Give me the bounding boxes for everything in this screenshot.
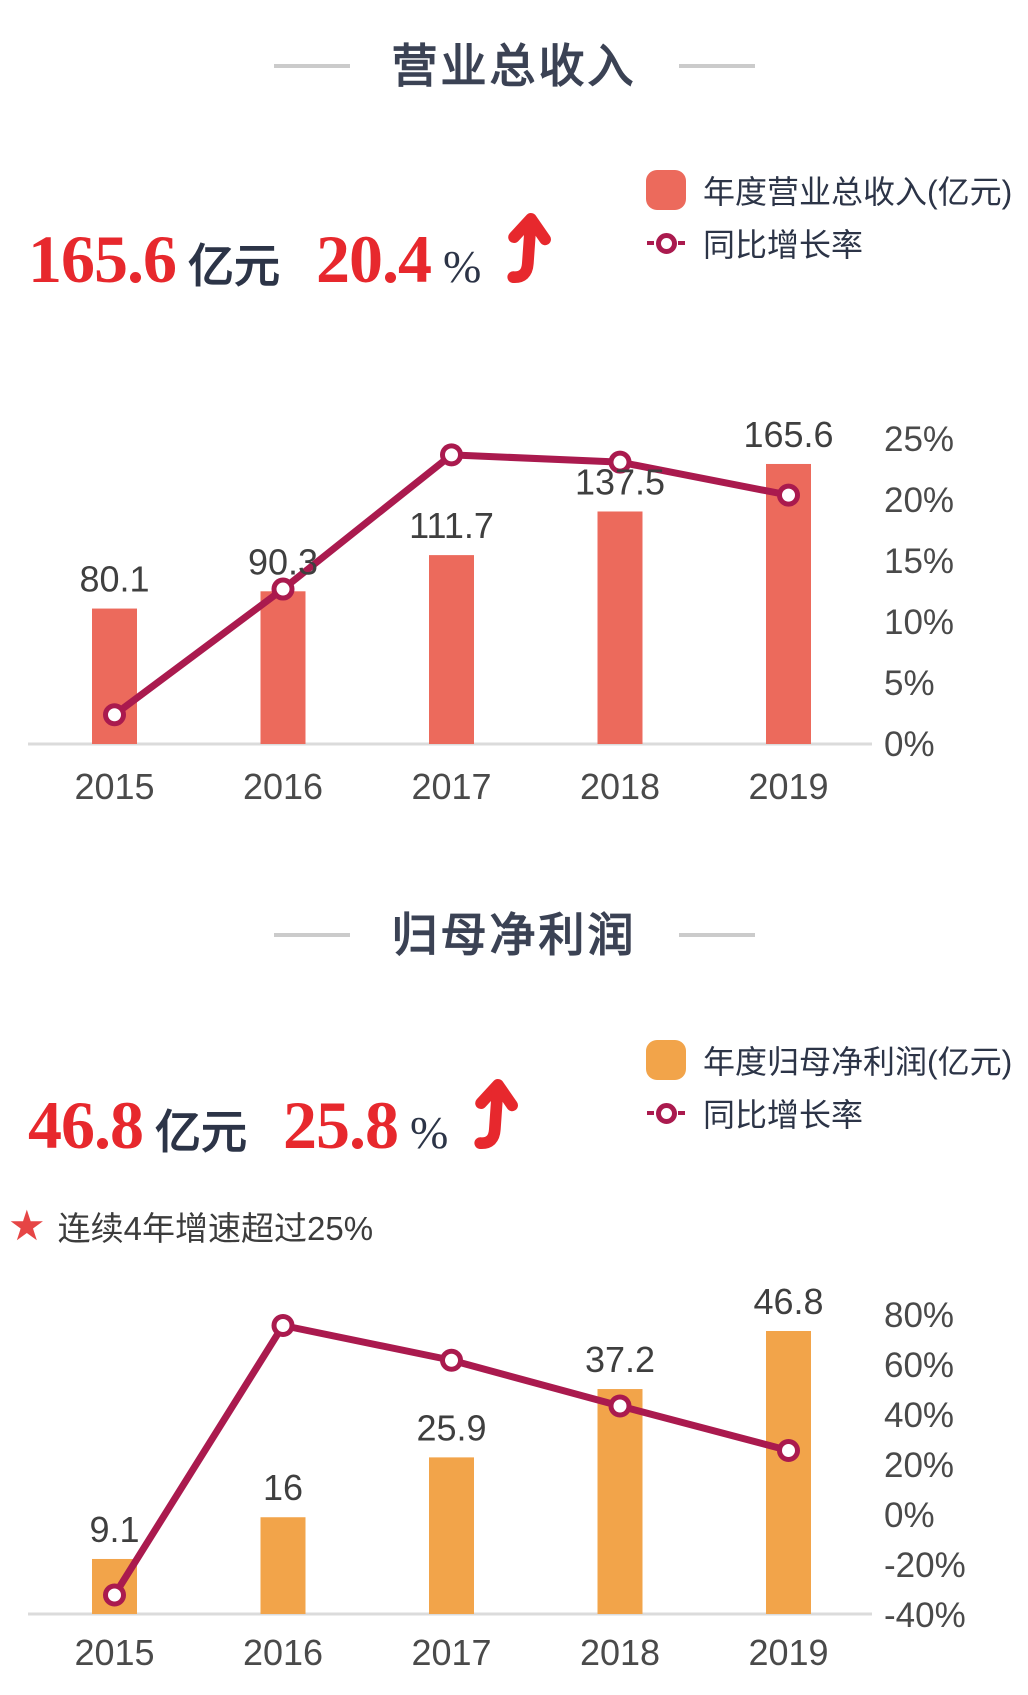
bar xyxy=(766,1331,811,1614)
bar xyxy=(597,511,643,744)
legend-label: 同比增长率 xyxy=(703,1097,864,1133)
title-dash-right xyxy=(678,64,755,68)
bar-value-label: 37.2 xyxy=(585,1339,655,1380)
profit-growth-value: 25.8 xyxy=(283,1087,399,1163)
profit-chart: 2015 2016 2017 2018 2019 80% 60% 40% 20% 0% -20% -4… xyxy=(28,1281,966,1673)
profit-stat-row: 46.8 亿元 25.8 % xyxy=(28,1074,520,1162)
right-axis-tick: 20% xyxy=(884,481,954,520)
bar xyxy=(429,555,474,744)
x-axis-label: 2017 xyxy=(411,766,491,807)
bar xyxy=(260,1517,306,1614)
x-axis-label: 2019 xyxy=(748,1632,828,1673)
bar-swatch-icon xyxy=(646,170,686,210)
revenue-stat-row: 165.6 亿元 20.4 % xyxy=(28,208,553,296)
star-icon: ★ xyxy=(8,1202,46,1249)
bar-value-label: 46.8 xyxy=(753,1281,823,1322)
profit-legend: 年度归母净利润(亿元) 同比增长率 xyxy=(646,1040,1012,1146)
legend-item-growth-line: 同比增长率 xyxy=(646,1093,1012,1133)
right-axis-tick: 0% xyxy=(884,1496,935,1535)
legend-item-revenue-bar: 年度营业总收入(亿元) xyxy=(646,170,1012,210)
bar-value-label: 80.1 xyxy=(79,559,149,600)
title-dash-left xyxy=(273,933,350,937)
x-axis-label: 2015 xyxy=(74,766,154,807)
right-axis-tick: 0% xyxy=(884,725,935,764)
right-axis-tick: 20% xyxy=(884,1446,954,1485)
bar-value-label: 90.3 xyxy=(248,541,318,582)
right-axis-tick: 15% xyxy=(884,542,954,581)
growth-rate-marker xyxy=(608,1394,632,1418)
highlight-note: ★ 连续4年增速超过25% xyxy=(8,1202,373,1250)
bar-value-label: 165.6 xyxy=(743,414,833,455)
legend-label: 年度营业总收入(亿元) xyxy=(703,174,1013,210)
right-axis-tick: 25% xyxy=(884,420,954,459)
legend-item-profit-bar: 年度归母净利润(亿元) xyxy=(646,1040,1012,1080)
line-marker-icon xyxy=(646,225,686,261)
up-arrow-icon xyxy=(507,212,552,283)
line-marker-icon xyxy=(646,1095,686,1131)
growth-rate-marker xyxy=(440,1348,463,1372)
right-axis-tick: 80% xyxy=(884,1296,954,1335)
bar xyxy=(260,591,306,744)
profit-growth-unit: % xyxy=(410,1107,449,1158)
up-arrow-icon xyxy=(474,1078,519,1149)
legend-item-growth-line: 同比增长率 xyxy=(646,223,1012,263)
growth-rate-marker xyxy=(271,1314,295,1337)
x-axis-label: 2019 xyxy=(748,766,828,807)
revenue-growth-value: 20.4 xyxy=(316,221,432,297)
growth-rate-marker xyxy=(777,483,800,507)
section2-title-row: 归母净利润 xyxy=(0,905,1028,965)
revenue-growth-unit: % xyxy=(443,241,482,292)
right-axis-tick: -20% xyxy=(884,1546,966,1585)
growth-rate-marker xyxy=(103,703,126,727)
section1-title: 营业总收入 xyxy=(391,40,637,92)
bar xyxy=(429,1457,474,1614)
x-axis-label: 2015 xyxy=(74,1632,154,1673)
revenue-chart: 2015 2016 2017 2018 2019 25% 20% 15% 10% 5% 0% 80.1… xyxy=(28,414,954,807)
bar-value-label: 25.9 xyxy=(416,1407,486,1448)
bar xyxy=(766,463,811,744)
right-axis-tick: -40% xyxy=(884,1596,966,1635)
right-axis-tick: 60% xyxy=(884,1346,954,1385)
bar-value-label: 111.7 xyxy=(409,505,494,546)
right-axis-tick: 40% xyxy=(884,1396,954,1435)
right-axis-tick: 5% xyxy=(884,664,935,703)
bar-swatch-icon xyxy=(646,1040,686,1080)
note-text: 连续4年增速超过25% xyxy=(57,1210,374,1247)
x-axis-label: 2018 xyxy=(580,1632,660,1673)
bar xyxy=(597,1389,643,1614)
growth-rate-marker xyxy=(608,450,632,474)
right-axis-tick: 10% xyxy=(884,603,954,642)
x-axis-label: 2016 xyxy=(243,1632,323,1673)
legend-label: 年度归母净利润(亿元) xyxy=(703,1044,1013,1080)
x-axis-label: 2016 xyxy=(243,766,323,807)
section2-title: 归母净利润 xyxy=(391,909,637,961)
profit-stat-unit: 亿元 xyxy=(155,1106,247,1158)
bar-value-label: 9.1 xyxy=(89,1509,139,1550)
legend-label: 同比增长率 xyxy=(703,227,864,263)
bar-value-label: 16 xyxy=(263,1467,303,1508)
x-axis-label: 2018 xyxy=(580,766,660,807)
profit-stat-value: 46.8 xyxy=(28,1087,144,1163)
growth-rate-marker xyxy=(777,1439,800,1462)
growth-rate-marker xyxy=(440,443,463,467)
title-dash-right xyxy=(678,933,755,937)
revenue-stat-unit: 亿元 xyxy=(188,240,280,292)
revenue-stat-value: 165.6 xyxy=(28,221,177,297)
growth-rate-marker xyxy=(103,1583,126,1607)
x-axis-label: 2017 xyxy=(411,1632,491,1673)
bar-value-label: 137.5 xyxy=(575,461,665,502)
revenue-legend: 年度营业总收入(亿元) 同比增长率 xyxy=(646,170,1012,276)
growth-rate-marker xyxy=(271,577,295,601)
section1-title-row: 营业总收入 xyxy=(0,36,1028,96)
title-dash-left xyxy=(273,64,350,68)
